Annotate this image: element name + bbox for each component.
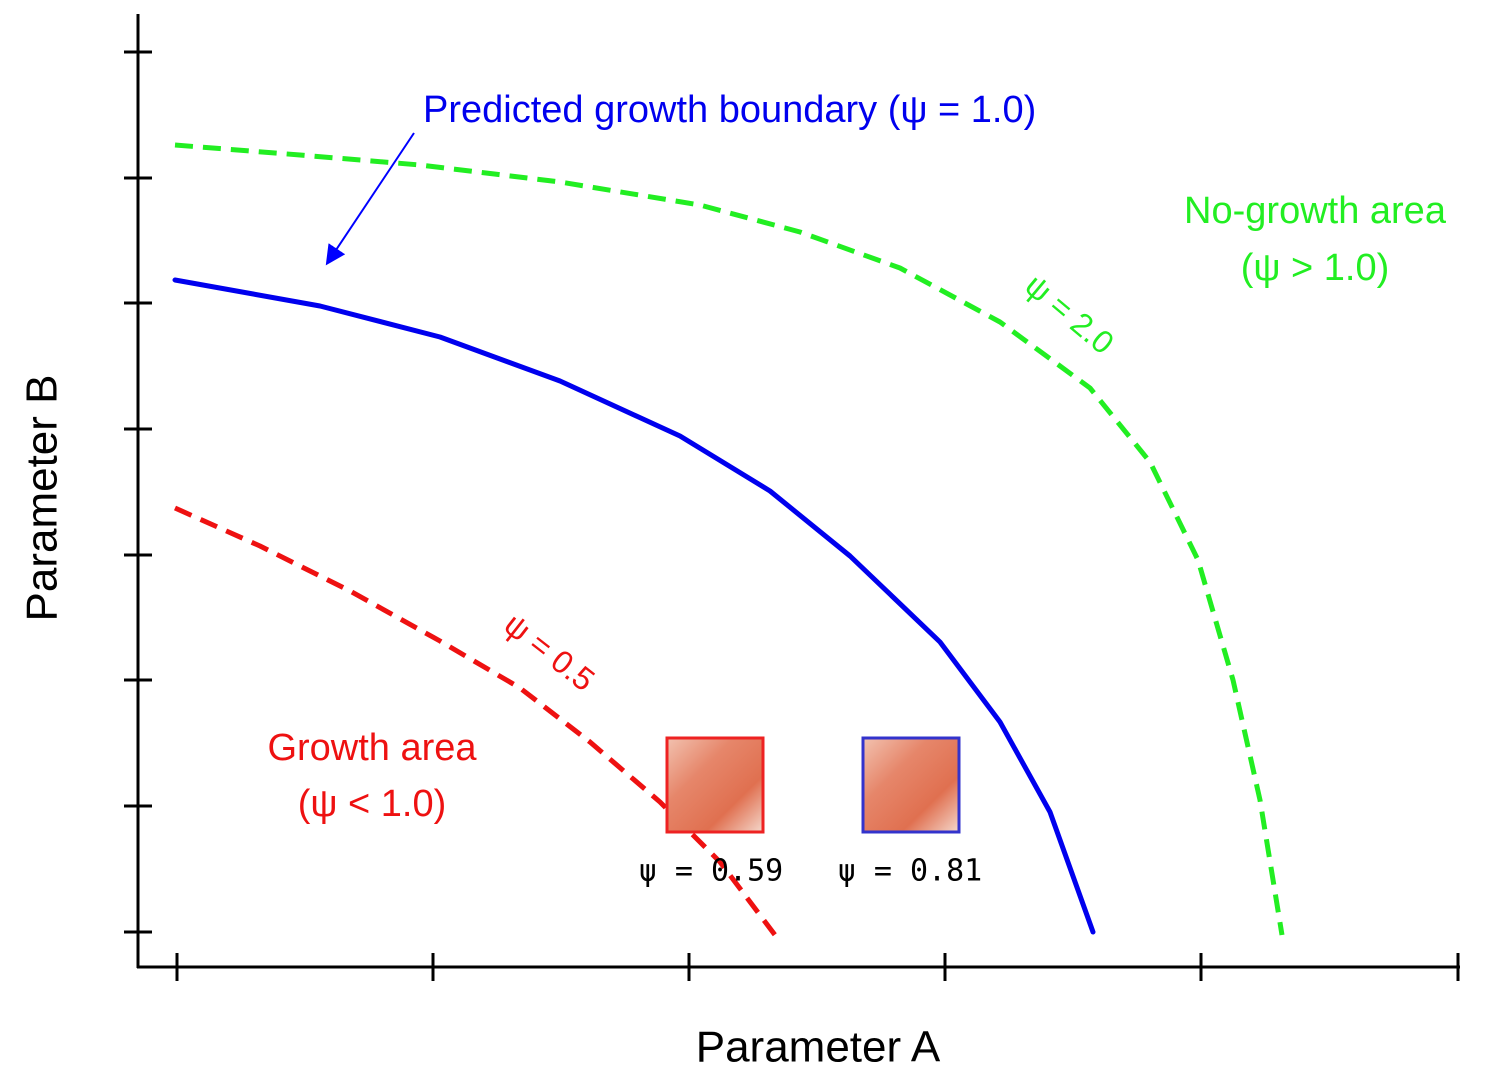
no-growth-title: No-growth area (1184, 190, 1447, 232)
diagram: Parameter A Parameter B Predicted growth… (0, 0, 1488, 1073)
boundary-label: Predicted growth boundary (ψ = 1.0) (423, 89, 1036, 131)
boundary-curve (175, 280, 1093, 932)
x-axis-label: Parameter A (696, 1023, 941, 1072)
sample-image (667, 738, 763, 832)
no-growth-condition: (ψ > 1.0) (1241, 247, 1390, 289)
growth-condition: (ψ < 1.0) (298, 783, 447, 825)
boundary-arrow (328, 133, 414, 262)
page: Parameter A Parameter B Predicted growth… (0, 0, 1488, 1073)
sample-label: ψ = 0.59 (639, 854, 784, 889)
growth-title: Growth area (267, 727, 477, 769)
curve-label: ψ = 2.0 (1018, 267, 1121, 361)
sample-image (863, 738, 959, 832)
y-axis-label: Parameter B (18, 375, 67, 622)
sample-label: ψ = 0.81 (838, 854, 983, 889)
